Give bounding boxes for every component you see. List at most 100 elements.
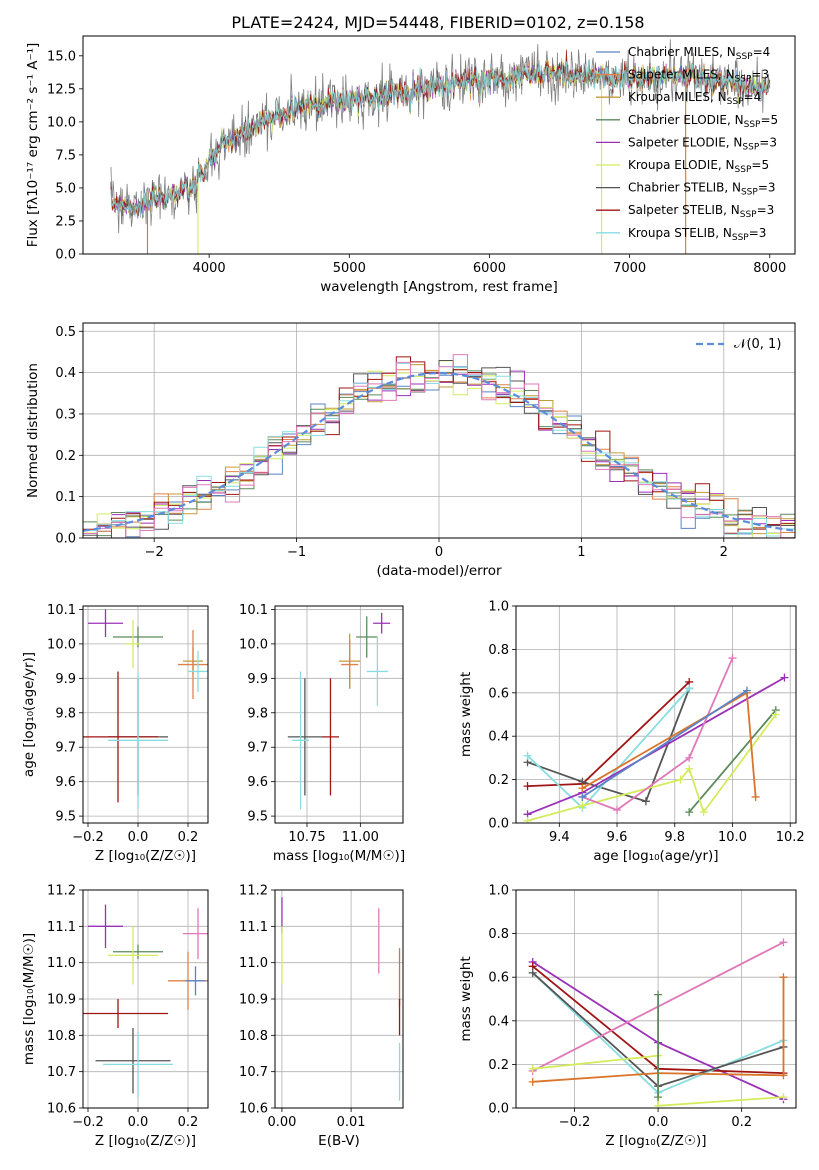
- x-axis-label: wavelength [Angstrom, rest frame]: [320, 279, 558, 295]
- y-axis-label: mass [log₁₀(M/M☉)]: [21, 933, 37, 1065]
- weight-marker: [699, 808, 708, 817]
- data-point: [373, 612, 391, 634]
- mass-vs-metallicity-panel-plot-area: [83, 904, 208, 1098]
- legend-subscript: SSP: [742, 142, 759, 152]
- data-point: [341, 640, 359, 689]
- spectrum-panel: 4000 5000 6000 7000 8000 0.0 2.5 5.0 7.5 10.0 12.5…: [25, 35, 796, 295]
- weight-line: [532, 977, 785, 1083]
- age-vs-metallicity-panel-plot-area: [83, 609, 208, 810]
- x-tick-label: 0.2: [178, 830, 199, 845]
- weight-vs-age-panel: 9.4 9.6 9.8 10.0 10.2 0.0 0.2 0.4 0.6 0.8 1.0 age […: [458, 600, 805, 865]
- axes-frame: [515, 889, 797, 1109]
- x-axis-label: Z [log₁₀(Z/Z☉)]: [95, 1133, 196, 1149]
- y-tick-label: 9.6: [247, 775, 268, 790]
- figure-title: PLATE=2424, MJD=54448, FIBERID=0102, z=0…: [231, 13, 644, 32]
- y-tick-label: 11.0: [239, 956, 268, 971]
- y-tick-label: 10.7: [239, 1065, 268, 1080]
- normal-curve: [83, 371, 795, 532]
- y-tick-label: 1.0: [488, 600, 509, 615]
- legend-label: Chabrier MILES, NSSP=4: [628, 45, 770, 62]
- mass-vs-extinction-panel-plot-area: [281, 897, 401, 1101]
- weight-vs-metallicity-panel: −0.2 0.0 0.2 0.0 0.2 0.4 0.6 0.8 1.0 Z [log₁₀(Z/Z…: [458, 884, 797, 1149]
- y-tick-label: 11.0: [47, 956, 76, 971]
- y-tick-label: 10.6: [239, 1102, 268, 1117]
- x-tick-label: −0.2: [72, 1115, 104, 1130]
- data-point: [113, 944, 163, 960]
- weight-line: [582, 657, 734, 812]
- x-tick-label: −2: [145, 545, 164, 560]
- legend-nssp: =3: [757, 203, 775, 217]
- y-tick-label: 9.5: [55, 810, 76, 825]
- weight-marker: [578, 792, 587, 801]
- weight-marker: [779, 1093, 788, 1102]
- y-tick-label: 11.1: [239, 920, 268, 935]
- weight-line: [581, 689, 748, 798]
- y-tick-label: 10.1: [239, 603, 268, 618]
- y-tick-label: 9.8: [247, 706, 268, 721]
- axes-frame: [515, 605, 797, 824]
- x-tick-label: 10.2: [776, 830, 805, 845]
- y-tick-label: 0.6: [488, 686, 509, 701]
- y-tick-label: 0.5: [55, 325, 76, 340]
- axes-frame: [274, 605, 404, 824]
- weight-marker: [771, 710, 780, 719]
- y-tick-label: 10.0: [47, 637, 76, 652]
- y-tick-label: 0.2: [488, 773, 509, 788]
- x-tick-label: 0.2: [178, 1115, 199, 1130]
- y-tick-label: 9.7: [55, 741, 76, 756]
- y-tick-label: 10.9: [239, 993, 268, 1008]
- y-tick-label: 9.6: [55, 775, 76, 790]
- weight-marker: [523, 751, 532, 760]
- legend-subscript: SSP: [735, 165, 752, 175]
- y-axis-label: Flux [fλ10⁻¹⁷ erg cm⁻² s⁻¹ A⁻¹]: [25, 43, 41, 248]
- data-point: [292, 671, 310, 810]
- data-point: [183, 908, 208, 960]
- data-point: [88, 904, 123, 949]
- y-tick-label: 10.6: [47, 1102, 76, 1117]
- y-tick-label: 2.5: [55, 214, 76, 229]
- y-tick-label: 5.0: [55, 181, 76, 196]
- y-tick-label: 9.9: [247, 672, 268, 687]
- y-tick-label: 15.0: [47, 49, 76, 64]
- mass-vs-extinction-panel: 0.00 0.01 10.6 10.7 10.8 10.9 11.0 11.1 11.2 E(B-…: [239, 884, 404, 1149]
- data-point: [108, 926, 158, 985]
- y-tick-label: 11.2: [47, 884, 76, 899]
- legend-subscript: SSP: [735, 75, 752, 85]
- data-point: [83, 671, 158, 803]
- y-tick-label: 0.4: [55, 366, 76, 381]
- x-tick-label: 0.2: [731, 1115, 752, 1130]
- data-point: [356, 616, 378, 658]
- y-tick-label: 0.2: [488, 1058, 509, 1073]
- y-tick-label: 9.5: [247, 810, 268, 825]
- weight-marker: [685, 684, 694, 693]
- x-axis-label: Z [log₁₀(Z/Z☉)]: [605, 1133, 706, 1149]
- residuals-legend: 𝒩(0, 1): [696, 337, 781, 352]
- y-tick-label: 9.8: [55, 706, 76, 721]
- x-tick-label: −0.2: [559, 1115, 591, 1130]
- legend-label: Salpeter MILES, NSSP=3: [628, 68, 769, 85]
- y-axis-label: mass weight: [458, 956, 474, 1041]
- legend-label: Kroupa MILES, NSSP=4: [628, 90, 761, 107]
- weight-marker: [654, 1093, 663, 1102]
- data-point: [125, 619, 141, 668]
- y-axis-label: Normed distribution: [25, 363, 41, 498]
- residuals-panel: −2 −1 0 1 2 0.0 0.1 0.2 0.3 0.4 0.5 (data-model)/er…: [25, 322, 796, 579]
- x-tick-label: 0.0: [128, 830, 149, 845]
- legend-nssp: =4: [753, 45, 771, 59]
- x-tick-label: 6000: [473, 261, 506, 276]
- data-point: [83, 999, 168, 1029]
- legend-label: Kroupa ELODIE, NSSP=5: [628, 158, 769, 175]
- mass-vs-metallicity-panel: −0.2 0.0 0.2 10.6 10.7 10.8 10.9 11.0 11.1 11.2 Z …: [21, 884, 209, 1149]
- x-tick-label: 2: [720, 545, 728, 560]
- data-point: [188, 650, 208, 693]
- legend-label: Salpeter ELODIE, NSSP=3: [628, 135, 777, 152]
- age-vs-metallicity-panel: −0.2 0.0 0.2 9.5 9.6 9.7 9.8 9.9 10.0 10.1 Z [log₁…: [21, 603, 209, 864]
- y-tick-label: 0.0: [55, 532, 76, 547]
- weight-marker: [654, 990, 663, 999]
- weight-marker: [676, 775, 685, 784]
- weight-marker: [685, 808, 694, 817]
- spectrum-legend: Chabrier MILES, NSSP=4 Salpeter MILES, NS…: [596, 45, 778, 243]
- legend-label: Salpeter STELIB, NSSP=3: [628, 203, 774, 220]
- weight-marker: [613, 805, 622, 814]
- weight-marker: [779, 1071, 788, 1080]
